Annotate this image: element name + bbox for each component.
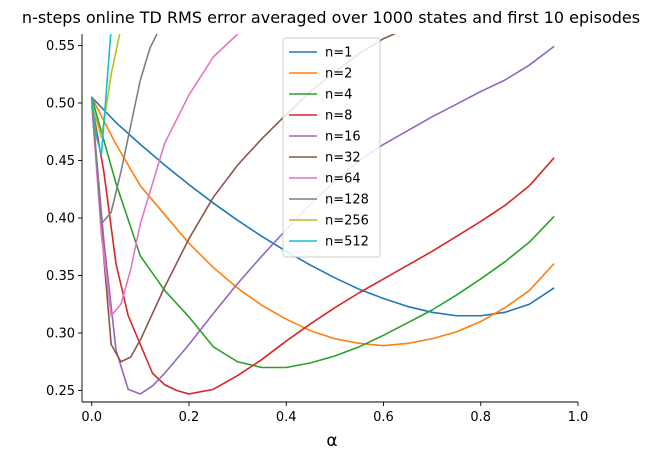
series-line-n-512 (90, 34, 112, 156)
series-line-n-1 (90, 96, 555, 317)
y-tick-label: 0.30 (46, 327, 75, 342)
x-axis-label: α (326, 431, 337, 451)
x-tick-label: 1.0 (568, 410, 589, 425)
legend-label: n=32 (325, 151, 361, 166)
x-tick-label: 0.4 (276, 410, 297, 425)
y-tick-label: 0.40 (46, 212, 75, 227)
legend-label: n=2 (325, 67, 352, 82)
series-line-n-64 (90, 34, 239, 317)
x-tick-label: 0.6 (373, 410, 394, 425)
series-line-n-8 (90, 102, 555, 395)
legend-label: n=128 (325, 193, 369, 208)
y-tick-label: 0.50 (46, 97, 75, 112)
series-line-n-4 (90, 96, 555, 369)
y-tick-label: 0.45 (46, 154, 75, 169)
legend-label: n=16 (325, 130, 361, 145)
x-tick-label: 0.0 (81, 410, 102, 425)
x-tick-label: 0.2 (179, 410, 200, 425)
legend: n=1 n=2 n=4 n=8 n=16 n=32 n=64 n=128 n=256 n=512 (282, 37, 381, 258)
legend-label: n=1 (325, 46, 352, 61)
legend-label: n=8 (325, 109, 352, 124)
y-tick-label: 0.35 (46, 269, 75, 284)
series-line-n-128 (90, 34, 158, 225)
axes: 0.0 0.2 0.4 0.6 0.8 1.0 0.25 0.30 0.35 0.40 0.45 0.… (46, 34, 588, 425)
y-tick-label: 0.25 (46, 384, 75, 399)
legend-label: n=256 (325, 214, 369, 229)
chart-title: n-steps online TD RMS error averaged ove… (22, 8, 640, 27)
legend-box (282, 37, 381, 258)
series-line-n-256 (90, 34, 121, 139)
y-tick-label: 0.55 (46, 39, 75, 54)
x-tick-label: 0.8 (470, 410, 491, 425)
legend-label: n=512 (325, 235, 369, 250)
legend-label: n=4 (325, 88, 352, 103)
series-line-n-2 (90, 96, 555, 347)
legend-label: n=64 (325, 172, 361, 187)
